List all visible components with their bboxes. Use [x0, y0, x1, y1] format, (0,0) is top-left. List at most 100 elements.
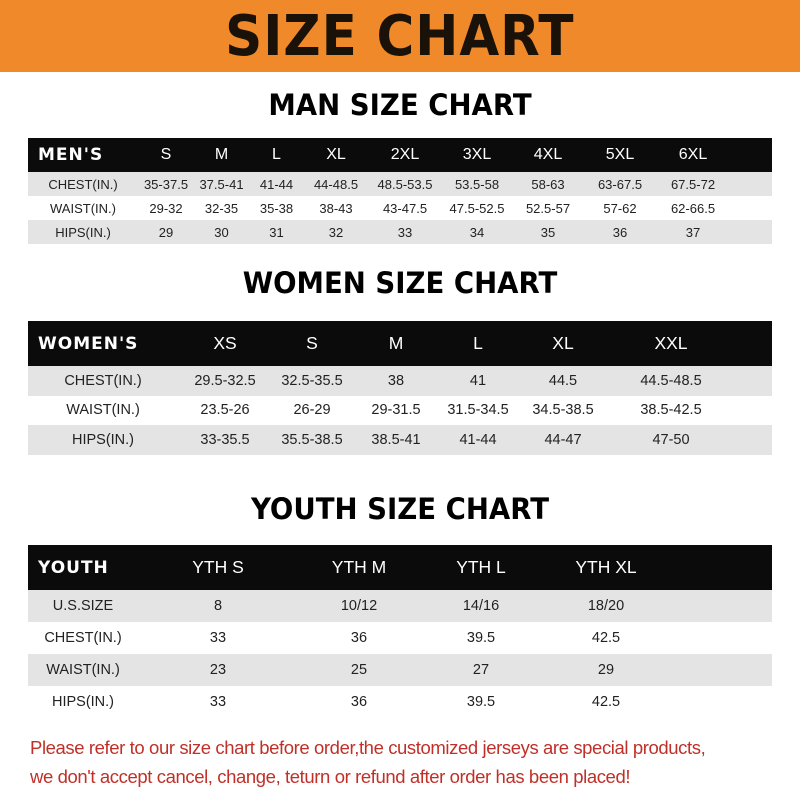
table-cell: 32-35 — [204, 200, 239, 216]
table-cell: 29.5-32.5 — [194, 372, 256, 389]
table-cell: 10/12 — [340, 598, 378, 614]
table-row: CHEST(IN.) 29.5-32.5 32.5-35.5 38 41 44.5 44.5… — [28, 366, 772, 396]
size-header: 6XL — [678, 146, 708, 163]
youth-chart-title: YOUTH SIZE CHART — [250, 492, 550, 526]
table-cell: 29-32 — [149, 200, 183, 216]
table-cell: 34.5-38.5 — [532, 402, 594, 419]
table-cell: 32.5-35.5 — [281, 372, 343, 389]
size-header: 4XL — [533, 146, 563, 163]
size-header: YTH XL — [575, 557, 637, 577]
table-cell: 41 — [469, 372, 487, 389]
table-cell: 44-47 — [544, 431, 582, 448]
table-cell: 44-48.5 — [313, 176, 359, 192]
size-header: 3XL — [462, 146, 492, 163]
table-cell: 38.5-42.5 — [640, 402, 702, 419]
banner: SIZE CHART — [0, 0, 800, 72]
order-notice-line-2: we don't accept cancel, change, teturn o… — [30, 766, 631, 787]
table-cell: 43-47.5 — [382, 200, 428, 216]
table-cell: 30 — [214, 224, 229, 240]
women-chart-title: WOMEN SIZE CHART — [242, 266, 558, 300]
order-notice: Please refer to our size chart before or… — [30, 733, 790, 791]
table-cell: 31 — [269, 224, 284, 240]
row-label: WAIST(IN.) — [66, 402, 140, 419]
table-cell: 33 — [397, 224, 413, 240]
table-cell: 36 — [350, 630, 368, 646]
table-cell: 48.5-53.5 — [377, 176, 433, 192]
banner-title: SIZE CHART — [225, 3, 575, 69]
table-cell: 47-50 — [652, 431, 690, 448]
table-cell: 25 — [350, 662, 368, 678]
table-cell: 14/16 — [462, 598, 500, 614]
men-chart-title: MAN SIZE CHART — [268, 88, 532, 122]
row-label: CHEST(IN.) — [64, 372, 142, 389]
table-row: HIPS(IN.) 33 36 39.5 42.5 — [28, 686, 772, 718]
table-cell: 39.5 — [466, 694, 496, 710]
table-row: WAIST(IN.) 23.5-26 26-29 29-31.5 31.5-34.5 34… — [28, 396, 772, 426]
youth-size-table: YOUTH YTH S YTH M YTH L YTH XL U.S.SIZE 8 10/12… — [28, 545, 772, 718]
size-header: YTH S — [192, 557, 244, 577]
row-label: WOMEN'S — [38, 333, 139, 354]
size-header: S — [306, 333, 318, 353]
table-cell: 52.5-57 — [525, 200, 571, 216]
table-cell: 53.5-58 — [454, 176, 500, 192]
table-cell: 32 — [328, 224, 344, 240]
table-cell: 67.5-72 — [670, 176, 716, 192]
table-header-row: MEN'S S M L XL 2XL 3XL 4XL 5XL 6XL — [28, 138, 772, 172]
table-row: WAIST(IN.) 29-32 32-35 35-38 38-43 43-47.5 47.… — [28, 196, 772, 220]
size-header: YTH M — [331, 557, 387, 577]
table-header-row: WOMEN'S XS S M L XL XXL — [28, 321, 772, 366]
table-cell: 23.5-26 — [200, 402, 250, 419]
table-cell: 18/20 — [587, 598, 625, 614]
table-cell: 37.5-41 — [199, 176, 244, 192]
row-label: MEN'S — [38, 145, 104, 165]
order-notice-line-1: Please refer to our size chart before or… — [30, 737, 706, 758]
row-label: HIPS(IN.) — [55, 224, 111, 240]
size-header: 2XL — [390, 146, 420, 163]
row-label: CHEST(IN.) — [48, 176, 118, 192]
table-row: U.S.SIZE 8 10/12 14/16 18/20 — [28, 590, 772, 622]
size-header: 5XL — [605, 146, 635, 163]
table-cell: 44.5-48.5 — [640, 372, 702, 389]
row-label: HIPS(IN.) — [51, 694, 115, 710]
table-cell: 41-44 — [459, 431, 497, 448]
table-header-row: YOUTH YTH S YTH M YTH L YTH XL — [28, 545, 772, 590]
table-cell: 57-62 — [603, 200, 637, 216]
row-label: U.S.SIZE — [52, 598, 114, 614]
table-cell: 29 — [597, 662, 615, 678]
table-row: HIPS(IN.) 33-35.5 35.5-38.5 38.5-41 41-44 44-… — [28, 425, 772, 455]
table-cell: 29 — [158, 224, 174, 240]
size-header: M — [388, 333, 404, 353]
row-label: YOUTH — [38, 557, 109, 578]
row-label: WAIST(IN.) — [50, 200, 116, 216]
table-cell: 35-37.5 — [143, 176, 189, 192]
table-cell: 63-67.5 — [597, 176, 643, 192]
size-header: YTH L — [456, 557, 506, 577]
size-header: XXL — [654, 333, 688, 353]
size-header: L — [473, 333, 483, 353]
table-cell: 37 — [685, 224, 701, 240]
table-row: WAIST(IN.) 23 25 27 29 — [28, 654, 772, 686]
table-cell: 42.5 — [591, 630, 621, 646]
table-cell: 33 — [209, 630, 227, 646]
size-header: L — [272, 146, 281, 163]
table-cell: 27 — [472, 662, 490, 678]
table-row: CHEST(IN.) 33 36 39.5 42.5 — [28, 622, 772, 654]
row-label: CHEST(IN.) — [44, 630, 122, 646]
table-cell: 42.5 — [591, 694, 621, 710]
size-header: M — [214, 146, 229, 163]
table-cell: 39.5 — [466, 630, 496, 646]
table-row: CHEST(IN.) 35-37.5 37.5-41 41-44 44-48.5 48.5… — [28, 172, 772, 196]
table-cell: 23 — [209, 662, 227, 678]
table-cell: 31.5-34.5 — [447, 402, 509, 419]
table-cell: 8 — [213, 598, 223, 614]
table-cell: 38 — [387, 372, 405, 389]
men-size-table: MEN'S S M L XL 2XL 3XL 4XL 5XL 6XL CHEST(IN.) 35-37… — [28, 138, 772, 244]
row-label: HIPS(IN.) — [71, 431, 135, 448]
table-cell: 26-29 — [293, 402, 331, 419]
table-cell: 35-38 — [259, 200, 294, 216]
table-cell: 38-43 — [319, 200, 353, 216]
table-cell: 34 — [469, 224, 485, 240]
table-cell: 58-63 — [531, 176, 565, 192]
table-cell: 36 — [350, 694, 368, 710]
table-cell: 36 — [612, 224, 628, 240]
